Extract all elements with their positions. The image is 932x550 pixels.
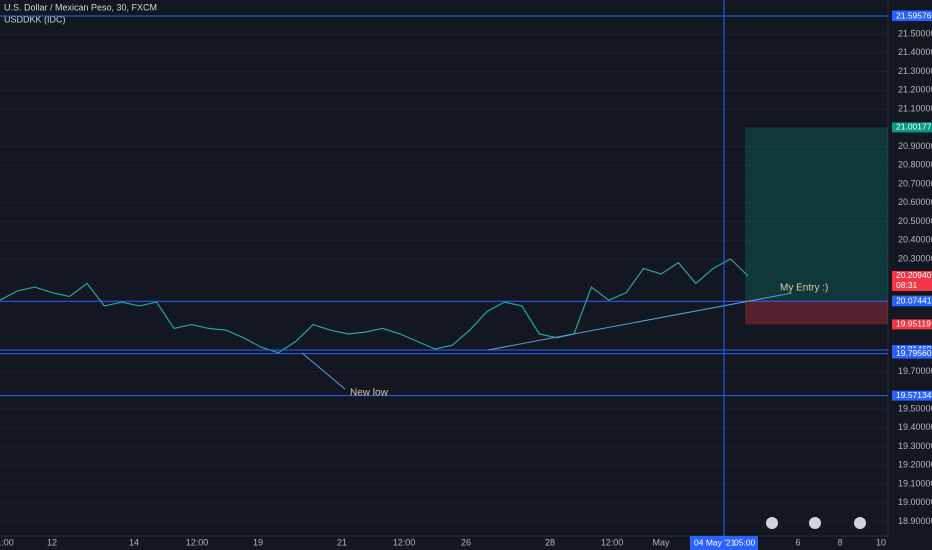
price-tag <box>892 270 932 291</box>
price-tick-label: 19.40000 <box>898 422 932 432</box>
price-tick-label: 20.70000 <box>898 178 932 188</box>
price-tick-label: 19.50000 <box>898 403 932 413</box>
time-tick-label: 19 <box>253 537 263 547</box>
price-tag <box>892 319 932 330</box>
price-tick-label: 19.10000 <box>898 478 932 488</box>
time-tick-label: 12 <box>47 537 57 547</box>
price-tag <box>892 296 932 307</box>
price-tag-label: 21.59576 <box>896 10 932 20</box>
price-tick-label: 21.30000 <box>898 66 932 76</box>
arrow-new-low <box>301 352 346 390</box>
price-tick-label: 21.10000 <box>898 103 932 113</box>
time-tick-label: 14 <box>129 537 139 547</box>
time-tick-label: 6 <box>795 537 800 547</box>
event-icons <box>766 517 866 529</box>
price-tag <box>892 390 932 401</box>
countdown-label: 08:31 <box>896 280 918 290</box>
crosshair-date: 04 May '21 <box>694 537 736 547</box>
price-tick-label: 19.00000 <box>898 497 932 507</box>
price-tick-label: 21.50000 <box>898 28 932 38</box>
compare-symbol: USDDKK (IDC) <box>4 14 66 24</box>
price-tick-label: 19.70000 <box>898 366 932 376</box>
trend-line <box>487 292 793 351</box>
price-tick-label: 20.80000 <box>898 160 932 170</box>
time-tick-label: 10 <box>876 537 886 547</box>
annotation: New low <box>350 388 389 399</box>
price-tick-label: 20.30000 <box>898 253 932 263</box>
time-tick-label: 21 <box>337 537 347 547</box>
time-tick-label: 26 <box>461 537 471 547</box>
price-tag <box>892 11 932 22</box>
time-tick-label: 1:00 <box>0 537 14 547</box>
price-tick-label: 18.90000 <box>898 516 932 526</box>
event-icon <box>766 517 778 529</box>
price-tick-label: 21.40000 <box>898 47 932 57</box>
time-tick-label: 28 <box>545 537 555 547</box>
price-tag-label: 21.00177 <box>896 122 932 132</box>
price-tag <box>892 348 932 359</box>
time-tick-label: 8 <box>837 537 842 547</box>
price-tag-label: 19.95119 <box>896 319 931 329</box>
price-tag-label: 19.79560 <box>896 348 932 358</box>
event-icon <box>809 517 821 529</box>
price-tick-label: 19.20000 <box>898 460 932 470</box>
price-tick-label: 20.40000 <box>898 235 932 245</box>
target-zone <box>745 127 888 301</box>
symbol-title: U.S. Dollar / Mexican Peso, 30, FXCM <box>4 2 157 12</box>
time-tick-label: 12:00 <box>601 537 624 547</box>
price-line <box>0 258 749 354</box>
price-tick-label: 20.60000 <box>898 197 932 207</box>
time-tick-label: 12:00 <box>393 537 416 547</box>
price-tick-label: 21.20000 <box>898 85 932 95</box>
crosshair-time-tag <box>690 536 758 550</box>
annotation: My Entry :) <box>780 283 828 294</box>
stop-zone <box>745 300 888 325</box>
crosshair-time: 05:00 <box>734 537 756 547</box>
price-tag-label: 20.07441 <box>896 296 932 306</box>
price-tick-label: 20.50000 <box>898 216 932 226</box>
time-tick-label: 12:00 <box>186 537 209 547</box>
price-tag-label: 20.20940 <box>896 270 932 280</box>
time-tick-label: May <box>652 537 670 547</box>
event-icon <box>854 517 866 529</box>
price-tick-label: 19.30000 <box>898 441 932 451</box>
price-tag-label: 19.57134 <box>896 390 932 400</box>
price-tag <box>892 122 932 133</box>
price-tick-label: 20.90000 <box>898 141 932 151</box>
